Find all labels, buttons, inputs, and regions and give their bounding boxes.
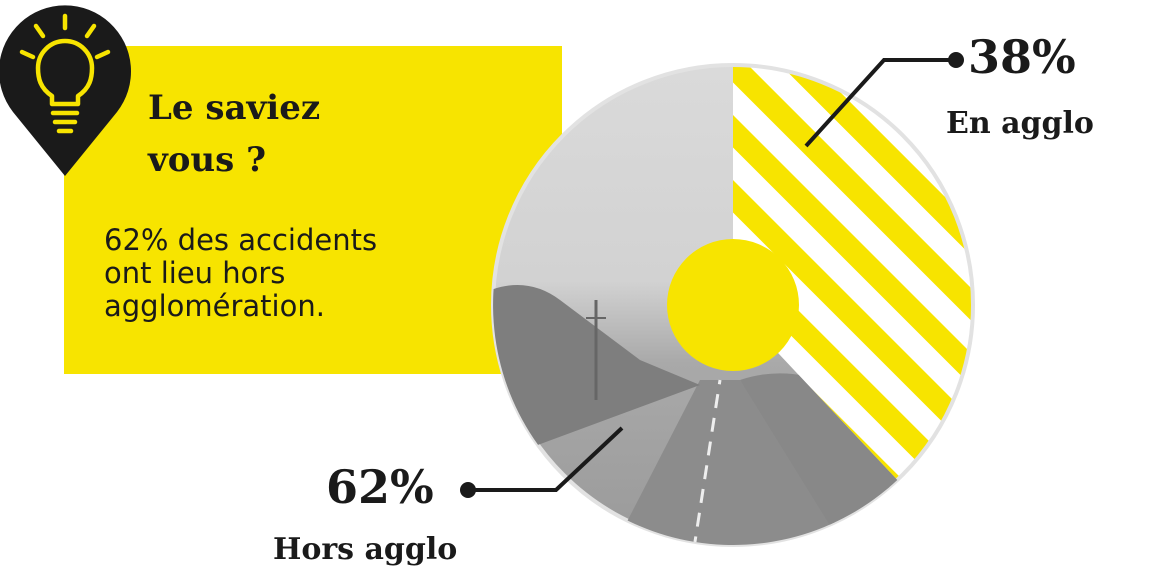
leader-dot-hors-agglo	[460, 482, 476, 498]
slice-label-percent: 62%	[326, 460, 434, 514]
card-body-text: 62% des accidents ont lieu hors agglomér…	[104, 223, 378, 323]
card-title: Le saviez vous ?	[148, 88, 321, 180]
slice-label-name: Hors agglo	[273, 532, 458, 567]
donut-center	[667, 239, 799, 371]
slice-label-percent: 38%	[968, 30, 1076, 84]
leader-line-en-agglo	[804, 58, 956, 148]
leader-line-hors-agglo	[468, 426, 624, 492]
pie-slice-en-agglo	[733, 64, 974, 480]
info-card	[64, 46, 562, 374]
slice-label-name: En agglo	[946, 106, 1094, 141]
lightbulb-icon	[0, 5, 131, 176]
leader-dot-en-agglo	[948, 52, 964, 68]
